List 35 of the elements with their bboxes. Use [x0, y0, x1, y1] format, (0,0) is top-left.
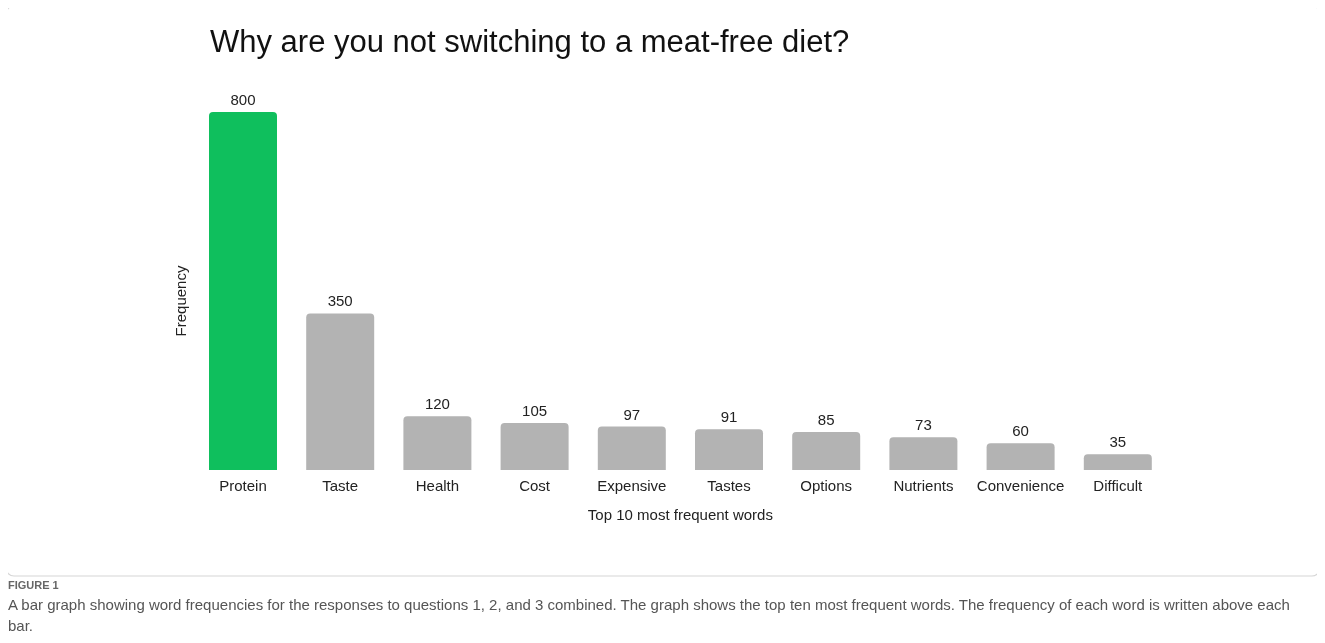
data-label: 35 — [1109, 433, 1127, 451]
x-tick-label: Tastes — [707, 477, 751, 494]
y-axis-title: Frequency — [172, 265, 189, 337]
bar — [500, 423, 569, 470]
x-tick-label: Protein — [219, 477, 267, 494]
x-tick-label: Options — [800, 477, 853, 494]
text: A bar graph showing word frequencies for the responses to questions 1, 2, and 3 combined. The graph shows the top ten most frequent words. The frequency of each word is written above each bar. — [8, 595, 1291, 636]
x-tick-label: Difficult — [1093, 477, 1144, 494]
x-tick-label: Taste — [322, 477, 359, 494]
x-tick-label: Convenience — [976, 477, 1065, 494]
bar — [209, 112, 277, 470]
data-label: 97 — [623, 405, 641, 423]
x-tick-label: Nutrients — [893, 477, 954, 494]
data-label: 73 — [915, 416, 932, 434]
bar — [792, 431, 861, 470]
bar — [889, 437, 958, 470]
x-tick-label: Expensive — [597, 477, 667, 494]
bar — [597, 426, 666, 470]
data-label: 105 — [522, 402, 548, 420]
x-axis-title: Top 10 most frequent words — [587, 506, 773, 523]
bar — [986, 443, 1055, 470]
bar — [695, 429, 763, 470]
data-label: 350 — [327, 292, 353, 310]
data-label: 60 — [1012, 422, 1029, 440]
bar — [403, 416, 472, 470]
bar — [1083, 454, 1152, 470]
caption: FIGURE 1 — [8, 579, 59, 591]
data-label: 91 — [720, 408, 738, 426]
x-tick-label: Cost — [519, 477, 551, 494]
bar — [306, 313, 375, 470]
x-tick-label: Health — [415, 477, 460, 494]
data-label: 85 — [817, 410, 835, 428]
data-label: 120 — [424, 395, 450, 413]
chart-title: Why are you not switching to a meat-free diet? — [210, 24, 850, 59]
data-label: 800 — [230, 91, 256, 108]
